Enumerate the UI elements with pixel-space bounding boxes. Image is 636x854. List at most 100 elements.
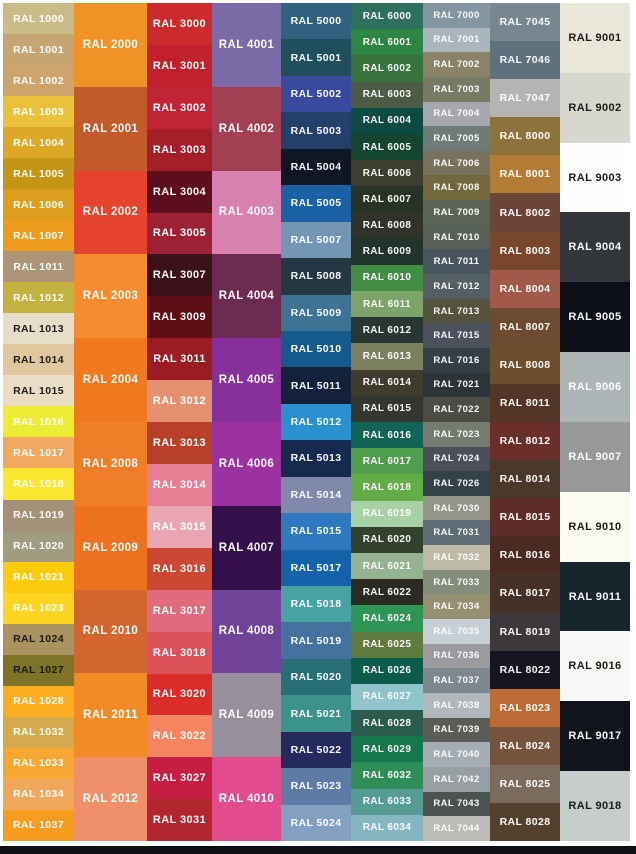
swatch-code-label: RAL 8022 xyxy=(499,663,551,676)
color-swatch: RAL 7004 xyxy=(423,101,490,127)
swatch-code-label: RAL 9016 xyxy=(568,660,622,673)
swatch-code-label: RAL 6014 xyxy=(362,377,412,389)
swatch-code-label: RAL 2010 xyxy=(82,625,139,638)
color-swatch: RAL 7001 xyxy=(423,27,490,53)
swatch-code-label: RAL 6019 xyxy=(362,508,412,520)
color-swatch: RAL 7013 xyxy=(423,298,490,324)
color-swatch: RAL 1033 xyxy=(3,747,74,779)
swatch-code-label: RAL 1033 xyxy=(13,757,64,770)
color-swatch: RAL 4007 xyxy=(212,505,281,590)
column-ral-5000-series: RAL 5000 RAL 5001 RAL 5002 RAL 5003 RAL 5004… xyxy=(281,3,351,842)
color-swatch: RAL 6017 xyxy=(351,448,423,475)
swatch-code-label: RAL 8011 xyxy=(499,396,551,409)
swatch-code-label: RAL 7024 xyxy=(433,453,480,465)
swatch-code-label: RAL 6017 xyxy=(362,455,412,467)
color-swatch: RAL 4003 xyxy=(212,170,281,255)
color-swatch: RAL 6004 xyxy=(351,107,423,134)
color-swatch: RAL 8003 xyxy=(490,231,560,270)
color-swatch: RAL 3002 xyxy=(147,86,212,129)
color-swatch: RAL 5024 xyxy=(281,804,351,842)
swatch-code-label: RAL 1011 xyxy=(13,260,64,273)
color-swatch: RAL 9004 xyxy=(560,212,630,283)
color-swatch: RAL 1021 xyxy=(3,561,74,593)
color-swatch: RAL 7010 xyxy=(423,224,490,250)
swatch-code-label: RAL 3004 xyxy=(152,185,207,198)
swatch-code-label: RAL 7047 xyxy=(499,92,551,105)
swatch-code-label: RAL 7000 xyxy=(433,9,480,21)
swatch-code-label: RAL 7032 xyxy=(433,551,480,563)
color-swatch: RAL 6014 xyxy=(351,369,423,396)
swatch-code-label: RAL 9010 xyxy=(568,520,622,533)
color-swatch: RAL 9002 xyxy=(560,72,630,143)
swatch-code-label: RAL 6022 xyxy=(362,586,412,598)
swatch-code-label: RAL 7010 xyxy=(433,231,480,243)
color-swatch: RAL 3001 xyxy=(147,44,212,87)
color-swatch: RAL 6002 xyxy=(351,55,423,82)
swatch-code-label: RAL 6004 xyxy=(362,115,412,127)
color-swatch: RAL 3022 xyxy=(147,715,212,758)
color-swatch: RAL 3015 xyxy=(147,505,212,548)
swatch-code-label: RAL 3005 xyxy=(152,227,207,240)
color-swatch: RAL 8007 xyxy=(490,307,560,346)
swatch-code-label: RAL 5024 xyxy=(290,816,342,829)
color-swatch: RAL 3020 xyxy=(147,673,212,716)
swatch-code-label: RAL 8025 xyxy=(499,777,551,790)
swatch-code-label: RAL 8015 xyxy=(499,511,551,524)
swatch-code-label: RAL 2009 xyxy=(82,541,139,554)
color-swatch: RAL 6019 xyxy=(351,500,423,527)
color-swatch: RAL 6027 xyxy=(351,683,423,711)
swatch-code-label: RAL 7042 xyxy=(433,773,480,785)
swatch-code-label: RAL 2001 xyxy=(82,122,139,135)
color-swatch: RAL 3004 xyxy=(147,170,212,213)
swatch-code-label: RAL 7030 xyxy=(433,502,480,514)
color-swatch: RAL 1020 xyxy=(3,530,74,562)
color-swatch: RAL 6001 xyxy=(351,29,423,56)
color-swatch: RAL 6026 xyxy=(351,657,423,684)
swatch-code-label: RAL 6010 xyxy=(362,272,412,284)
swatch-code-label: RAL 8007 xyxy=(499,320,551,333)
column-ral-7045-8000-series: RAL 7045 RAL 7046 RAL 7047 RAL 8000 RAL 8001… xyxy=(490,3,560,842)
swatch-code-label: RAL 4007 xyxy=(218,541,275,554)
color-swatch: RAL 9001 xyxy=(560,3,630,73)
color-swatch: RAL 1037 xyxy=(3,809,74,841)
color-swatch: RAL 5010 xyxy=(281,330,351,368)
color-swatch: RAL 9005 xyxy=(560,282,630,353)
color-swatch: RAL 7003 xyxy=(423,76,490,102)
color-swatch: RAL 7044 xyxy=(423,816,490,841)
column-ral-4000-series: RAL 4001 RAL 4002 RAL 4003 RAL 4004 RAL 4005… xyxy=(212,3,281,841)
color-swatch: RAL 7034 xyxy=(423,594,490,620)
color-swatch: RAL 5020 xyxy=(281,658,351,696)
swatch-grid: RAL 1000 RAL 1001 RAL 1002 RAL 1003 RAL 1004… xyxy=(3,3,630,842)
color-swatch: RAL 4005 xyxy=(212,338,281,422)
color-swatch: RAL 1014 xyxy=(3,344,74,376)
swatch-code-label: RAL 7016 xyxy=(433,354,480,366)
color-swatch: RAL 7011 xyxy=(423,249,490,275)
color-swatch: RAL 7042 xyxy=(423,766,490,792)
swatch-code-label: RAL 7036 xyxy=(433,650,480,662)
color-swatch: RAL 5015 xyxy=(281,513,351,550)
swatch-code-label: RAL 1023 xyxy=(13,602,64,615)
swatch-code-label: RAL 7006 xyxy=(433,157,480,169)
color-swatch: RAL 1000 xyxy=(3,3,74,35)
color-swatch: RAL 7037 xyxy=(423,668,490,693)
swatch-code-label: RAL 1024 xyxy=(13,633,64,646)
swatch-code-label: RAL 6000 xyxy=(362,10,412,22)
color-swatch: RAL 7033 xyxy=(423,569,490,595)
swatch-code-label: RAL 7038 xyxy=(433,699,480,711)
swatch-code-label: RAL 5021 xyxy=(290,707,342,720)
swatch-code-label: RAL 5019 xyxy=(290,634,342,647)
swatch-code-label: RAL 8016 xyxy=(499,549,551,562)
swatch-code-label: RAL 2004 xyxy=(82,374,139,387)
swatch-code-label: RAL 7040 xyxy=(433,749,480,761)
swatch-code-label: RAL 8003 xyxy=(499,244,551,257)
color-swatch: RAL 6000 xyxy=(351,3,423,30)
color-swatch: RAL 3000 xyxy=(147,3,212,45)
color-swatch: RAL 1012 xyxy=(3,282,74,314)
color-swatch: RAL 6012 xyxy=(351,317,423,344)
color-swatch: RAL 1034 xyxy=(3,778,74,810)
swatch-code-label: RAL 6020 xyxy=(362,534,412,546)
color-swatch: RAL 9018 xyxy=(560,771,630,841)
swatch-code-label: RAL 6033 xyxy=(362,796,412,808)
swatch-code-label: RAL 5008 xyxy=(290,270,342,283)
swatch-code-label: RAL 3011 xyxy=(153,353,206,366)
